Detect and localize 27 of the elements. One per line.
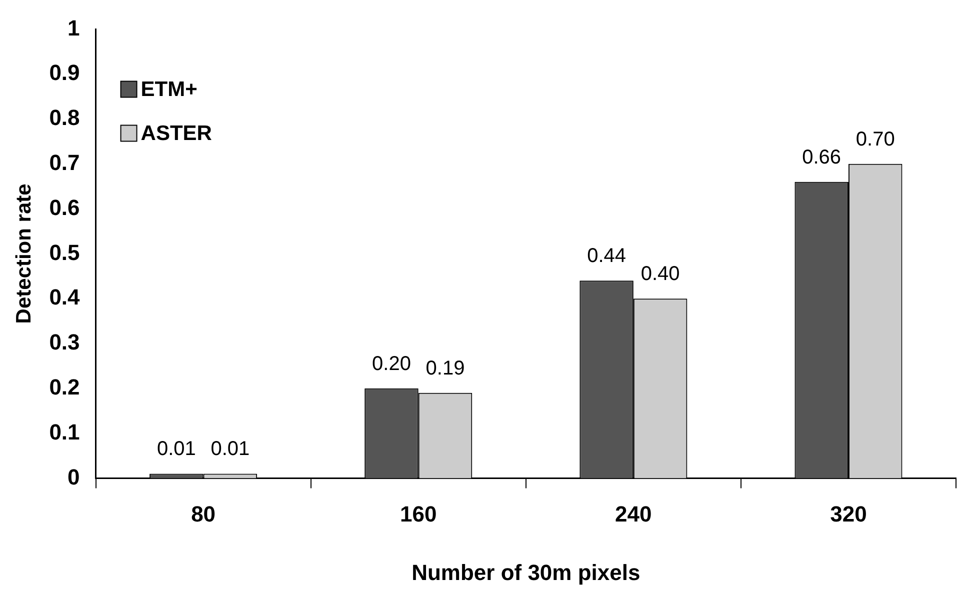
y-tick-label: 0.4 bbox=[49, 284, 81, 310]
data-label: 0.70 bbox=[856, 128, 895, 150]
data-label: 0.66 bbox=[802, 146, 842, 168]
data-label: 0.44 bbox=[587, 245, 626, 268]
data-label: 0.40 bbox=[640, 263, 680, 286]
y-axis-title: Detection rate bbox=[12, 184, 36, 324]
data-label: 0.20 bbox=[372, 352, 411, 375]
x-tick-label: 80 bbox=[191, 501, 216, 526]
y-tick-label: 1 bbox=[68, 15, 80, 40]
x-tick-label: 160 bbox=[400, 501, 437, 526]
x-tick-label: 320 bbox=[830, 501, 867, 526]
x-tick-label: 240 bbox=[615, 501, 652, 526]
y-tick-label: 0.1 bbox=[49, 419, 80, 444]
y-tick-label: 0 bbox=[68, 464, 80, 490]
y-tick-label: 0.2 bbox=[49, 374, 80, 400]
y-tick-label: 0.6 bbox=[49, 194, 80, 220]
y-tick-label: 0.8 bbox=[49, 105, 80, 130]
data-label: 0.19 bbox=[426, 357, 465, 380]
y-tick-label: 0.3 bbox=[49, 330, 80, 355]
x-axis-title: Number of 30m pixels bbox=[412, 560, 640, 585]
data-label: 0.01 bbox=[210, 438, 250, 460]
y-tick-label: 0.5 bbox=[49, 240, 80, 265]
legend-label: ETM+ bbox=[140, 78, 198, 101]
y-tick-label: 0.7 bbox=[49, 150, 80, 175]
data-label: 0.01 bbox=[156, 438, 196, 460]
y-tick-label: 0.9 bbox=[49, 60, 80, 86]
legend-label: ASTER bbox=[140, 122, 212, 145]
